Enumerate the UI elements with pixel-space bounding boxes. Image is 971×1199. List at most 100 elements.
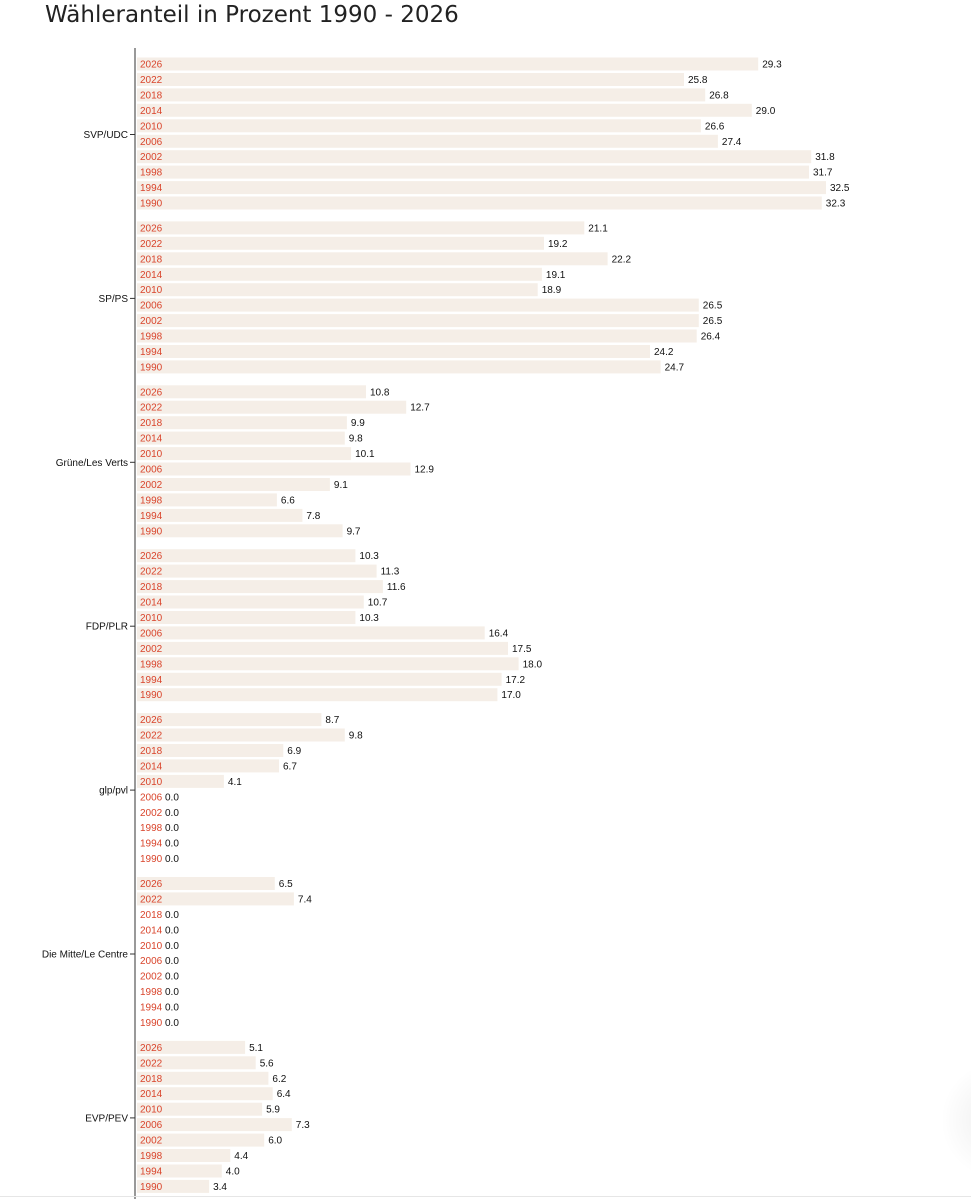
year-label: 2014 bbox=[140, 761, 163, 772]
value-label: 12.9 bbox=[415, 465, 435, 476]
value-label: 0.0 bbox=[165, 823, 179, 834]
group-label: SP/PS bbox=[99, 294, 129, 305]
bar bbox=[137, 657, 519, 671]
value-label: 0.0 bbox=[165, 1018, 179, 1029]
group-label: Die Mitte/Le Centre bbox=[42, 950, 129, 961]
bar bbox=[137, 134, 718, 148]
value-label: 9.9 bbox=[351, 418, 365, 429]
bar bbox=[137, 385, 366, 399]
value-label: 5.6 bbox=[260, 1058, 274, 1069]
bar bbox=[137, 877, 275, 890]
bar bbox=[137, 744, 284, 757]
year-label: 1994 bbox=[140, 1003, 163, 1014]
value-label: 10.7 bbox=[368, 598, 388, 609]
bar bbox=[137, 298, 699, 312]
group-label: SVP/UDC bbox=[84, 130, 128, 141]
year-label: 2006 bbox=[140, 137, 163, 148]
value-label: 0.0 bbox=[165, 925, 179, 936]
value-label: 24.7 bbox=[665, 362, 685, 373]
bar bbox=[137, 73, 684, 86]
year-label: 2026 bbox=[140, 879, 163, 890]
bar bbox=[137, 119, 701, 133]
year-label: 2014 bbox=[140, 434, 163, 445]
bar bbox=[137, 713, 322, 727]
bar bbox=[137, 447, 352, 461]
year-label: 1990 bbox=[140, 690, 163, 701]
year-label: 2006 bbox=[140, 301, 163, 312]
value-label: 27.4 bbox=[722, 137, 742, 148]
bar bbox=[137, 626, 485, 640]
bar bbox=[137, 1056, 256, 1070]
value-label: 29.3 bbox=[762, 60, 782, 71]
bar bbox=[137, 1149, 231, 1162]
year-label: 2002 bbox=[140, 1136, 163, 1147]
value-label: 9.1 bbox=[334, 480, 348, 491]
value-label: 6.7 bbox=[283, 761, 297, 772]
bar bbox=[137, 165, 809, 179]
year-label: 2002 bbox=[140, 972, 163, 983]
value-label: 0.0 bbox=[165, 1003, 179, 1014]
bar bbox=[137, 1118, 292, 1132]
value-label: 32.5 bbox=[830, 183, 850, 194]
value-label: 9.8 bbox=[349, 731, 363, 742]
value-label: 26.5 bbox=[703, 301, 723, 312]
year-label: 2022 bbox=[140, 403, 163, 414]
year-label: 1990 bbox=[140, 526, 163, 537]
value-label: 26.5 bbox=[703, 316, 723, 327]
bar bbox=[137, 400, 407, 414]
value-label: 17.5 bbox=[512, 644, 532, 655]
year-label: 2014 bbox=[140, 1089, 163, 1100]
bar bbox=[137, 892, 294, 906]
year-label: 2010 bbox=[140, 121, 163, 132]
year-label: 2002 bbox=[140, 480, 163, 491]
year-label: 2006 bbox=[140, 465, 163, 476]
year-label: 2026 bbox=[140, 1043, 163, 1054]
bar bbox=[137, 236, 544, 250]
value-label: 6.2 bbox=[272, 1074, 286, 1085]
bar bbox=[137, 1071, 269, 1085]
year-label: 1994 bbox=[140, 183, 163, 194]
value-label: 0.0 bbox=[165, 839, 179, 850]
bottom-divider bbox=[0, 1196, 971, 1197]
value-label: 0.0 bbox=[165, 910, 179, 921]
year-label: 1998 bbox=[140, 659, 163, 670]
value-label: 5.9 bbox=[266, 1105, 280, 1116]
year-label: 2018 bbox=[140, 582, 163, 593]
bar bbox=[137, 580, 383, 594]
year-label: 2018 bbox=[140, 746, 163, 757]
value-label: 10.8 bbox=[370, 387, 390, 398]
year-label: 2018 bbox=[140, 1074, 163, 1085]
group-label: glp/pvl bbox=[99, 786, 128, 797]
year-label: 1998 bbox=[140, 823, 163, 834]
value-label: 6.5 bbox=[279, 879, 293, 890]
value-label: 17.0 bbox=[501, 690, 521, 701]
value-label: 16.4 bbox=[489, 628, 509, 639]
year-label: 2022 bbox=[140, 75, 163, 86]
value-label: 9.7 bbox=[347, 526, 361, 537]
bar bbox=[137, 611, 356, 624]
year-label: 2002 bbox=[140, 152, 163, 163]
year-label: 2014 bbox=[140, 270, 163, 281]
bar bbox=[137, 759, 279, 773]
year-label: 2002 bbox=[140, 316, 163, 327]
bar bbox=[137, 103, 752, 117]
value-label: 12.7 bbox=[410, 403, 430, 414]
value-label: 26.4 bbox=[701, 332, 721, 343]
bar bbox=[137, 329, 697, 343]
value-label: 0.0 bbox=[165, 792, 179, 803]
year-label: 1994 bbox=[140, 511, 163, 522]
year-label: 1990 bbox=[140, 199, 163, 210]
bar bbox=[137, 728, 345, 742]
year-label: 2018 bbox=[140, 254, 163, 265]
bar bbox=[137, 181, 826, 195]
value-label: 4.4 bbox=[234, 1151, 248, 1162]
value-label: 26.6 bbox=[705, 121, 725, 132]
value-label: 10.3 bbox=[359, 613, 379, 624]
value-label: 24.2 bbox=[654, 347, 674, 358]
year-label: 2002 bbox=[140, 644, 163, 655]
value-label: 11.3 bbox=[381, 567, 400, 578]
year-label: 2026 bbox=[140, 551, 163, 562]
year-label: 2026 bbox=[140, 715, 163, 726]
value-label: 17.2 bbox=[506, 675, 526, 686]
year-label: 2010 bbox=[140, 941, 163, 952]
